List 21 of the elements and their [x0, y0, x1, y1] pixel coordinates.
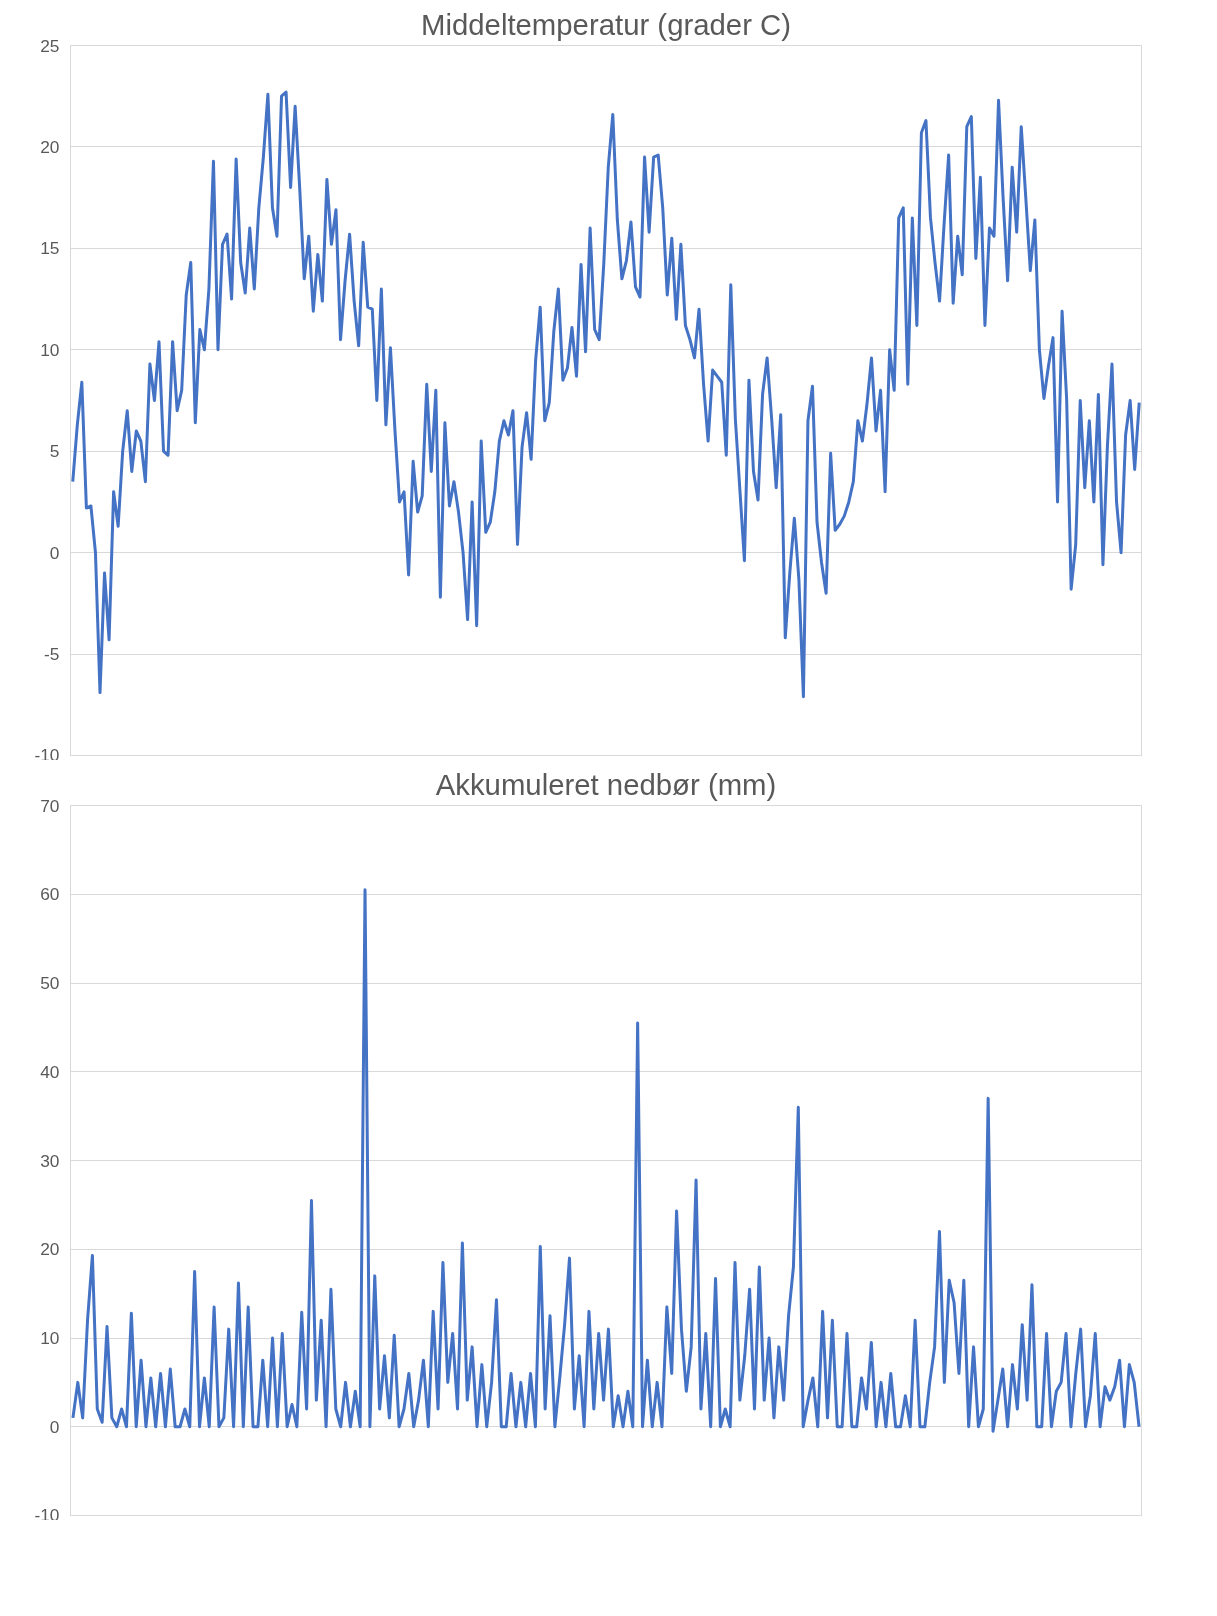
y-tick-label: 25 — [40, 35, 60, 56]
y-tick-label: -10 — [34, 1504, 60, 1525]
line-series — [71, 90, 1141, 699]
y-tick-label: 20 — [40, 1239, 60, 1260]
line-series — [71, 888, 1141, 1433]
y-tick-label: 40 — [40, 1061, 60, 1082]
chart-title: Middeltemperatur (grader C) — [421, 7, 791, 41]
y-tick-label: 30 — [40, 1150, 60, 1171]
y-tick-label: 50 — [40, 973, 60, 993]
y-tick-label: -10 — [34, 744, 60, 765]
y-tick-label: 0 — [49, 1416, 60, 1437]
y-tick-label: 10 — [40, 1328, 60, 1348]
y-tick-label: 60 — [40, 884, 60, 905]
chart-title: Akkumuleret nedbør (mm) — [435, 767, 777, 801]
y-tick-label: 15 — [40, 238, 60, 259]
y-tick-label: 70 — [40, 795, 60, 816]
y-tick-label: -5 — [44, 644, 60, 665]
y-tick-label: 5 — [49, 441, 60, 462]
y-tick-label: 0 — [49, 542, 60, 563]
y-tick-label: 20 — [40, 136, 60, 157]
y-tick-label: 10 — [40, 339, 60, 360]
